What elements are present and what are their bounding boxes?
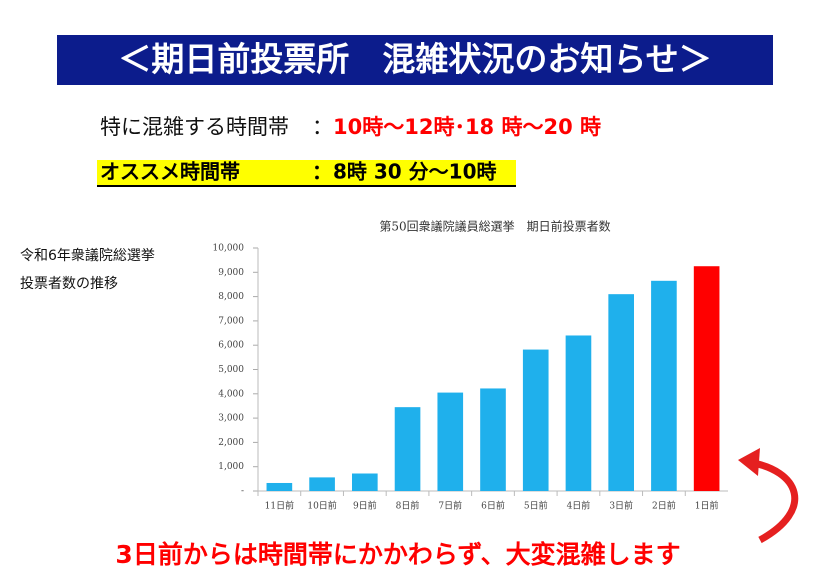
recommend-times: 8時 30 分～10時 <box>333 160 497 184</box>
side-note: 投票者数の推移 <box>20 276 118 292</box>
x-tick-label: 4日前 <box>567 500 591 512</box>
y-tick-label: 4,000 <box>218 389 244 399</box>
x-tick-label: 9日前 <box>353 500 377 512</box>
side-note: 令和6年衆議院総選挙 <box>20 247 155 264</box>
plot: - 1,000 2,000 3,000 4,000 5,000 6,000 7,000 8,00… <box>213 244 728 512</box>
bar <box>309 477 335 491</box>
bar <box>266 482 293 491</box>
x-tick-label: 7日前 <box>438 500 462 512</box>
y-tick-label: 8,000 <box>218 292 244 302</box>
bar <box>352 473 378 491</box>
busy-times: 10時～12時･18 時～20 時 <box>333 115 601 139</box>
y-tick-label: 2,000 <box>218 438 244 448</box>
recommend-separator: ： <box>312 160 332 184</box>
busy-label: 特に混雑する時間帯 <box>100 115 289 139</box>
x-tick-label: 11日前 <box>265 500 294 512</box>
x-tick-label: 1日前 <box>695 500 719 512</box>
x-tick-label: 3日前 <box>609 500 633 512</box>
y-tick-label: 6,000 <box>218 341 244 351</box>
x-tick-label: 8日前 <box>396 500 420 512</box>
recommend-label: オススメ時間帯 <box>100 160 240 184</box>
bar <box>394 407 421 491</box>
y-tick-label: 1,000 <box>218 462 244 472</box>
bar <box>480 388 506 491</box>
x-tick-label: 2日前 <box>652 500 676 512</box>
banner-bg <box>57 35 773 85</box>
bar <box>565 335 592 491</box>
bar <box>608 294 634 491</box>
busy-separator: ： <box>312 115 333 139</box>
arrow <box>747 458 799 544</box>
x-tick-label: 5日前 <box>524 500 548 512</box>
y-tick-label: 3,000 <box>218 414 244 424</box>
x-tick-label: 6日前 <box>481 500 505 512</box>
arrow-head <box>738 448 760 476</box>
x-tick-label: 10日前 <box>307 500 336 512</box>
y-tick-label: 9,000 <box>218 268 244 278</box>
bar <box>437 392 464 491</box>
highlight <box>97 160 516 185</box>
y-tick-label: - <box>241 487 244 497</box>
bar <box>693 266 720 491</box>
bar <box>522 349 549 491</box>
y-tick-label: 5,000 <box>218 365 244 375</box>
y-tick-label: 10,000 <box>213 244 245 254</box>
bar <box>651 280 677 491</box>
banner: ＜期日前投票所 混雑状況のお知らせ＞ <box>118 40 711 79</box>
footer: 3日前からは時間帯にかかわらず、大変混雑します <box>115 540 680 569</box>
y-tick-label: 7,000 <box>218 316 244 326</box>
chart-title: 第50回衆議院議員総選挙 期日前投票者数 <box>379 219 610 234</box>
